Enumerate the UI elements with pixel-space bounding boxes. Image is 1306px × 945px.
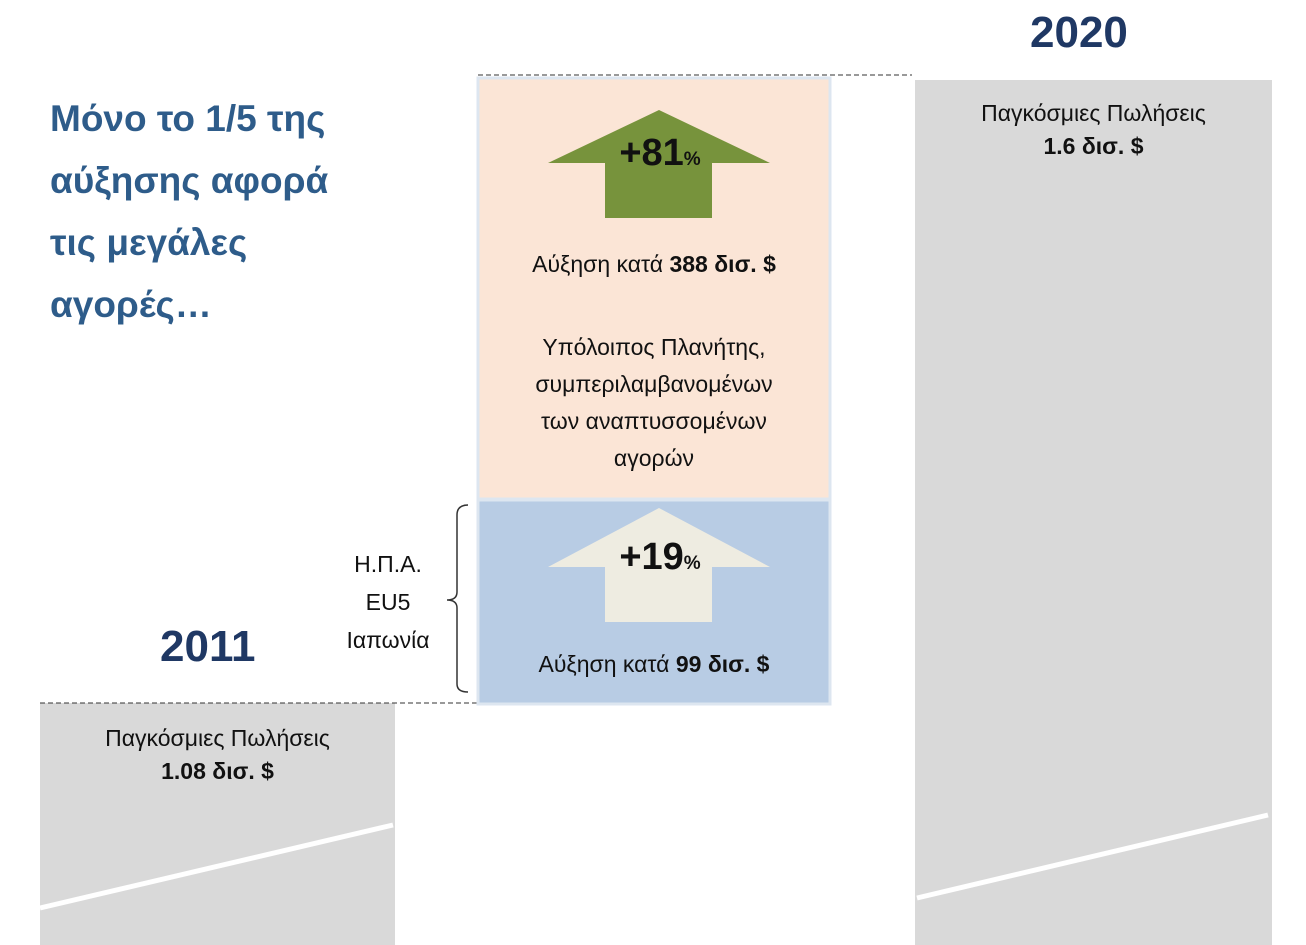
arrow-up bbox=[548, 110, 770, 218]
bar-label: Παγκόσμιες Πωλήσεις 1.08 δισ. $ bbox=[40, 722, 395, 788]
market: Ιαπωνία bbox=[346, 627, 430, 653]
bar-2020 bbox=[915, 80, 1272, 945]
year-label: 2011 bbox=[160, 622, 256, 671]
heading-line: αγορές… bbox=[50, 284, 212, 325]
percent-value: +81 bbox=[619, 132, 684, 174]
growth: Αύξηση κατά 388 δισ. $ bbox=[478, 248, 830, 281]
bar-value: 1.6 δισ. $ bbox=[1043, 133, 1144, 159]
growth-value: 388 δισ. $ bbox=[669, 251, 776, 277]
growth-prefix: Αύξηση κατά bbox=[532, 251, 664, 277]
bracket bbox=[446, 504, 469, 693]
year-label: 2020 bbox=[1030, 8, 1128, 57]
market: Η.Π.Α. bbox=[354, 551, 422, 577]
heading-line: Μόνο το 1/5 της bbox=[50, 98, 326, 139]
market: EU5 bbox=[365, 589, 411, 615]
heading-line: τις μεγάλες bbox=[50, 222, 248, 263]
percent: +19% bbox=[560, 536, 760, 579]
description: Υπόλοιπος Πλανήτης, συμπεριλαμβανομένων … bbox=[478, 329, 830, 477]
growth-value: 99 δισ. $ bbox=[675, 651, 770, 677]
description-line: συμπεριλαμβανομένων bbox=[535, 371, 773, 397]
growth-prefix: Αύξηση κατά bbox=[538, 651, 670, 677]
bar-caption: Παγκόσμιες Πωλήσεις bbox=[105, 725, 330, 751]
description-line: αγορών bbox=[613, 445, 695, 471]
bar-label: Παγκόσμιες Πωλήσεις 1.6 δισ. $ bbox=[915, 97, 1272, 163]
description-line: των αναπτυσσομένων bbox=[541, 408, 767, 434]
bar-caption: Παγκόσμιες Πωλήσεις bbox=[981, 100, 1206, 126]
percent-value: +19 bbox=[619, 536, 684, 578]
percent-unit: % bbox=[683, 553, 701, 574]
bar-value: 1.08 δισ. $ bbox=[161, 758, 274, 784]
markets: Η.Π.Α. EU5 Ιαπωνία bbox=[318, 545, 458, 659]
heading-line: αύξησης αφορά bbox=[50, 160, 329, 201]
description-line: Υπόλοιπος Πλανήτης, bbox=[542, 334, 766, 360]
axis-break bbox=[916, 812, 1269, 901]
arrow-up bbox=[548, 508, 770, 622]
percent-unit: % bbox=[683, 149, 701, 170]
axis-break bbox=[39, 822, 394, 911]
percent: +81% bbox=[560, 132, 760, 175]
bar-2011 bbox=[40, 703, 395, 945]
heading: Μόνο το 1/5 της αύξησης αφορά τις μεγάλε… bbox=[50, 88, 450, 336]
growth: Αύξηση κατά 99 δισ. $ bbox=[478, 648, 830, 681]
